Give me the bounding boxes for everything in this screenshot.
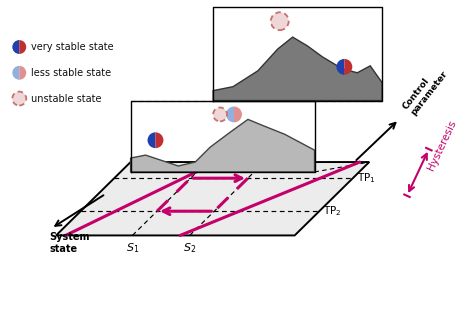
Text: Hysteresis: Hysteresis — [426, 119, 458, 172]
Circle shape — [12, 92, 26, 106]
Text: very stable state: very stable state — [31, 42, 114, 52]
Wedge shape — [345, 59, 352, 75]
Text: TP$_1$: TP$_1$ — [357, 171, 375, 185]
Wedge shape — [19, 66, 26, 80]
Circle shape — [271, 12, 289, 30]
Wedge shape — [234, 107, 242, 122]
Wedge shape — [19, 40, 26, 54]
Text: $S_1$: $S_1$ — [126, 241, 139, 255]
Text: less stable state: less stable state — [31, 68, 111, 78]
Wedge shape — [155, 132, 164, 148]
Wedge shape — [226, 107, 234, 122]
Text: unstable state: unstable state — [31, 94, 102, 104]
Polygon shape — [131, 119, 315, 172]
Wedge shape — [12, 66, 19, 80]
Wedge shape — [147, 132, 155, 148]
Polygon shape — [213, 37, 382, 101]
Text: TP$_2$: TP$_2$ — [323, 204, 342, 218]
Text: System
state: System state — [49, 232, 90, 254]
Circle shape — [213, 108, 227, 121]
Wedge shape — [12, 40, 19, 54]
Text: $S_2$: $S_2$ — [183, 241, 196, 255]
Polygon shape — [56, 162, 369, 235]
Wedge shape — [337, 59, 345, 75]
Text: Control
parameter: Control parameter — [401, 63, 449, 118]
